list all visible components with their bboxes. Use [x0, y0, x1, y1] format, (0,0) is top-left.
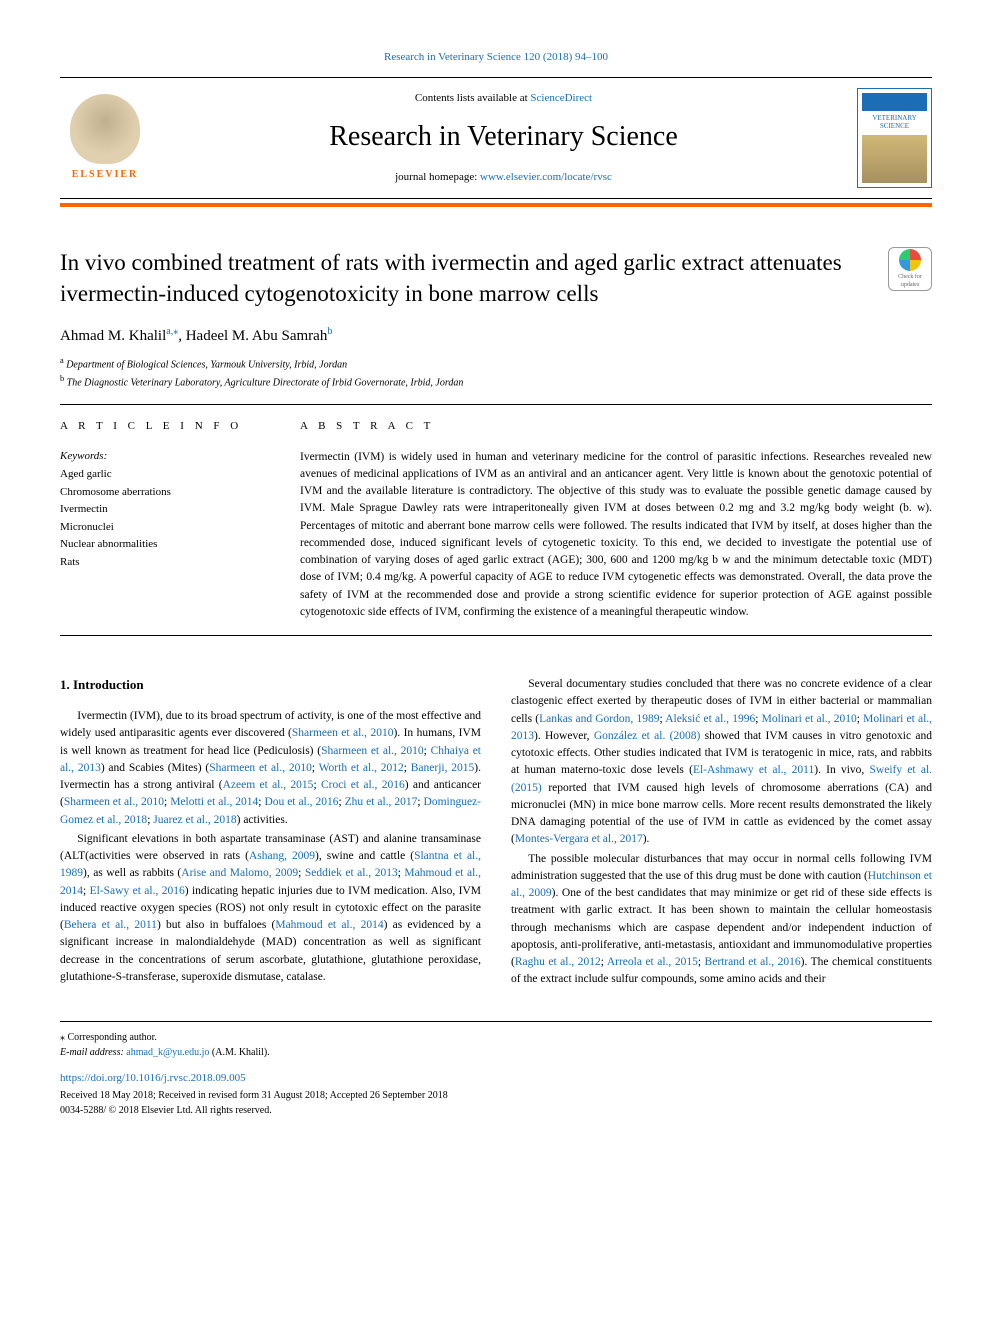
title-row: In vivo combined treatment of rats with …	[60, 247, 932, 309]
homepage-line: journal homepage: www.elsevier.com/locat…	[170, 170, 837, 185]
footer: ⁎ Corresponding author. E-mail address: …	[60, 1021, 932, 1119]
author-2-sup: b	[327, 326, 332, 337]
crossmark-badge[interactable]: Check for updates	[888, 247, 932, 291]
info-abstract-row: A R T I C L E I N F O Keywords: Aged gar…	[60, 419, 932, 621]
divider-top	[60, 404, 932, 405]
elsevier-logo: ELSEVIER	[60, 88, 150, 188]
keywords-label: Keywords:	[60, 449, 270, 464]
para-l2: Significant elevations in both aspartate…	[60, 831, 481, 986]
section-1-heading: 1. Introduction	[60, 676, 481, 694]
orange-divider	[60, 203, 932, 207]
article-info: A R T I C L E I N F O Keywords: Aged gar…	[60, 419, 270, 621]
keyword: Aged garlic	[60, 466, 270, 484]
affiliations: a Department of Biological Sciences, Yar…	[60, 355, 932, 390]
affiliation-b: b The Diagnostic Veterinary Laboratory, …	[60, 373, 932, 390]
crossmark-icon	[899, 249, 921, 271]
contents-prefix: Contents lists available at	[415, 92, 530, 104]
para-r2: The possible molecular disturbances that…	[511, 851, 932, 989]
cover-image-area	[862, 135, 927, 184]
journal-name: Research in Veterinary Science	[170, 117, 837, 156]
homepage-link[interactable]: www.elsevier.com/locate/rvsc	[480, 171, 612, 183]
author-sep: ,	[178, 328, 186, 344]
crossmark-line2: updates	[901, 281, 919, 289]
elsevier-tree-icon	[70, 94, 140, 164]
affiliation-a: a Department of Biological Sciences, Yar…	[60, 355, 932, 372]
journal-ref-top: Research in Veterinary Science 120 (2018…	[60, 50, 932, 65]
doi-link[interactable]: https://doi.org/10.1016/j.rvsc.2018.09.0…	[60, 1070, 932, 1087]
page: Research in Veterinary Science 120 (2018…	[0, 0, 992, 1168]
received-line: Received 18 May 2018; Received in revise…	[60, 1088, 932, 1103]
cover-title-bottom: SCIENCE	[880, 123, 909, 131]
author-1-sup: a,⁎	[166, 326, 178, 337]
cover-top-bar	[862, 93, 927, 111]
abstract-heading: A B S T R A C T	[300, 419, 932, 434]
contents-line: Contents lists available at ScienceDirec…	[170, 91, 837, 106]
corresp-text: Corresponding author.	[65, 1032, 157, 1043]
keyword: Rats	[60, 554, 270, 572]
article-title: In vivo combined treatment of rats with …	[60, 247, 888, 309]
keyword: Micronuclei	[60, 519, 270, 537]
author-1: Ahmad M. Khalil	[60, 328, 166, 344]
keyword: Ivermectin	[60, 501, 270, 519]
keyword: Nuclear abnormalities	[60, 536, 270, 554]
homepage-prefix: journal homepage:	[395, 171, 480, 183]
header-center: Contents lists available at ScienceDirec…	[150, 91, 857, 185]
corresponding-author: ⁎ Corresponding author.	[60, 1030, 932, 1045]
affil-b-text: The Diagnostic Veterinary Laboratory, Ag…	[64, 377, 463, 388]
elsevier-label: ELSEVIER	[72, 168, 139, 182]
journal-header: ELSEVIER Contents lists available at Sci…	[60, 77, 932, 199]
divider-bottom	[60, 635, 932, 636]
left-column: 1. Introduction Ivermectin (IVM), due to…	[60, 676, 481, 991]
para-l1: Ivermectin (IVM), due to its broad spect…	[60, 708, 481, 829]
authors: Ahmad M. Khalila,⁎, Hadeel M. Abu Samrah…	[60, 325, 932, 347]
right-column: Several documentary studies concluded th…	[511, 676, 932, 991]
email-link[interactable]: ahmad_k@yu.edu.jo	[126, 1047, 209, 1058]
keyword: Chromosome aberrations	[60, 484, 270, 502]
copyright-line: 0034-5288/ © 2018 Elsevier Ltd. All righ…	[60, 1103, 932, 1118]
affil-a-text: Department of Biological Sciences, Yarmo…	[64, 360, 347, 371]
email-suffix: (A.M. Khalil).	[209, 1047, 269, 1058]
abstract: A B S T R A C T Ivermectin (IVM) is wide…	[300, 419, 932, 621]
author-2: Hadeel M. Abu Samrah	[186, 328, 328, 344]
journal-cover-thumb: VETERINARY SCIENCE	[857, 88, 932, 188]
email-label: E-mail address:	[60, 1047, 126, 1058]
body-columns: 1. Introduction Ivermectin (IVM), due to…	[60, 676, 932, 991]
crossmark-line1: Check for	[898, 273, 922, 281]
sciencedirect-link[interactable]: ScienceDirect	[530, 92, 592, 104]
article-info-heading: A R T I C L E I N F O	[60, 419, 270, 434]
para-r1: Several documentary studies concluded th…	[511, 676, 932, 849]
email-line: E-mail address: ahmad_k@yu.edu.jo (A.M. …	[60, 1045, 932, 1060]
abstract-text: Ivermectin (IVM) is widely used in human…	[300, 449, 932, 622]
keywords-list: Aged garlic Chromosome aberrations Iverm…	[60, 466, 270, 572]
